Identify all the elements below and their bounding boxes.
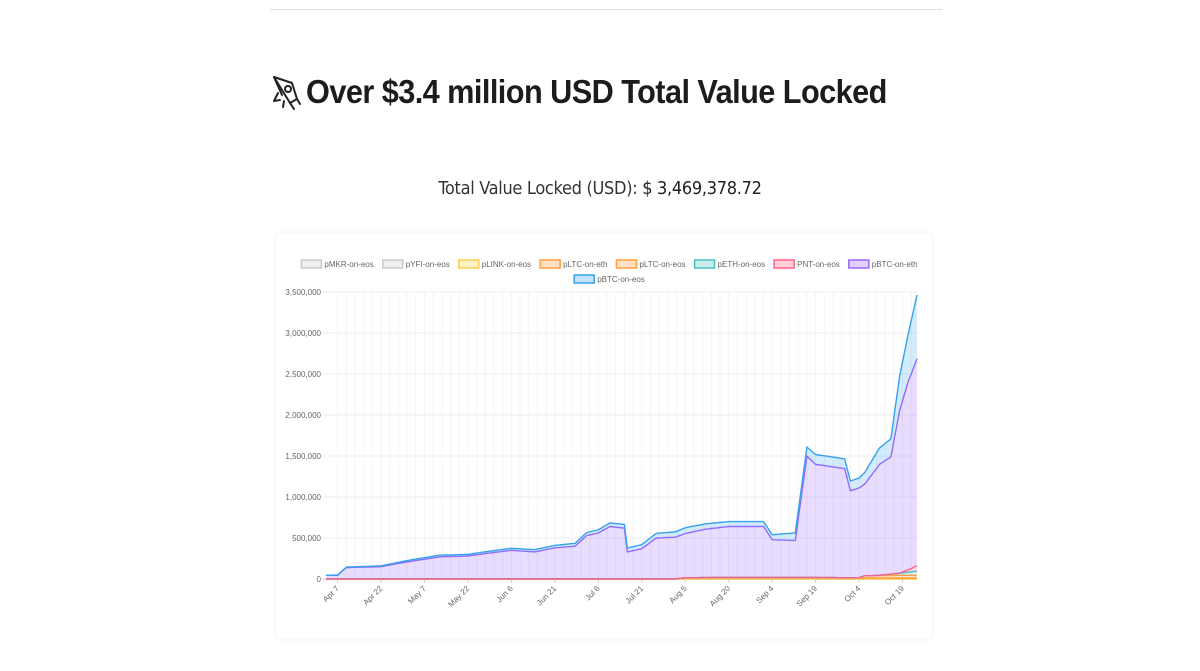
y-tick-label: 2,500,000 bbox=[285, 370, 321, 379]
legend-swatch-pbtc-on-eos bbox=[573, 274, 595, 284]
rocket-icon bbox=[273, 76, 301, 110]
tvl-label: Total Value Locked (USD): bbox=[438, 178, 638, 199]
x-tick-label: Oct 19 bbox=[883, 584, 906, 607]
y-tick-label: 1,000,000 bbox=[285, 493, 321, 502]
tvl-summary: Total Value Locked (USD): $ 3,469,378.72 bbox=[0, 178, 1200, 199]
x-tick-label: Jun 21 bbox=[535, 584, 559, 608]
series-line-pnt-on-eos bbox=[326, 564, 918, 580]
x-tick-label: Jul 21 bbox=[624, 584, 646, 606]
legend-label-pyfi-on-eos: pYFI-on-eos bbox=[406, 260, 450, 269]
x-tick-label: May 22 bbox=[446, 584, 471, 609]
y-tick-label: 3,000,000 bbox=[285, 329, 321, 338]
legend-swatch-pyfi-on-eos bbox=[382, 259, 404, 269]
x-tick-label: Jul 6 bbox=[583, 584, 602, 603]
legend-label-pbtc-on-eth: pBTC-on-eth bbox=[872, 260, 918, 269]
x-tick-label: Aug 5 bbox=[668, 584, 690, 606]
y-tick-label: 3,500,000 bbox=[285, 288, 321, 297]
top-divider bbox=[270, 9, 942, 10]
x-tick-label: Sep 4 bbox=[754, 584, 776, 606]
y-tick-label: 2,000,000 bbox=[285, 411, 321, 420]
legend-swatch-pmkr-on-eos bbox=[300, 259, 323, 269]
legend-label-peth-on-eos: pETH-on-eos bbox=[718, 260, 766, 269]
series-line-pbtc-on-eth bbox=[326, 358, 918, 576]
legend-swatch-pbtc-on-eth bbox=[848, 259, 870, 269]
tvl-chart: 0 500,000 1,000,000 1,500,000 2,000,000 2,500… bbox=[285, 259, 918, 609]
legend-swatch-pltc-on-eth bbox=[539, 259, 561, 269]
tvl-value: $ 3,469,378.72 bbox=[642, 178, 762, 199]
legend-swatch-peth-on-eos bbox=[693, 259, 716, 269]
area-pbtc-on-eth bbox=[326, 358, 917, 579]
section-heading: Over $3.4 million USD Total Value Locked bbox=[270, 70, 931, 114]
legend-label-plink-on-eos: pLINK-on-eos bbox=[482, 260, 531, 269]
legend-label-pltc-on-eos: pLTC-on-eos bbox=[639, 260, 685, 269]
x-tick-label: Jun 6 bbox=[495, 584, 516, 605]
legend-swatch-plink-on-eos bbox=[458, 259, 480, 269]
legend-swatch-pltc-on-eos bbox=[615, 259, 638, 269]
legend-label-pnt-on-eos: PNT-on-eos bbox=[797, 260, 840, 269]
y-tick-label: 500,000 bbox=[292, 534, 321, 543]
chart-card: 0 500,000 1,000,000 1,500,000 2,000,000 2,500… bbox=[276, 234, 932, 638]
y-tick-label: 0 bbox=[317, 575, 322, 584]
x-tick-label: May 7 bbox=[406, 584, 428, 606]
x-tick-label: Oct 4 bbox=[843, 584, 863, 604]
x-tick-label: Aug 20 bbox=[708, 584, 733, 609]
page-title: Over $3.4 million USD Total Value Locked bbox=[306, 73, 887, 110]
legend-label-pbtc-on-eos: pBTC-on-eos bbox=[597, 275, 645, 284]
legend-swatch-pnt-on-eos bbox=[773, 259, 795, 269]
x-tick-label: Apr 7 bbox=[321, 584, 341, 604]
series-line-pbtc-on-eos bbox=[326, 294, 918, 576]
x-tick-label: Sep 19 bbox=[795, 584, 820, 609]
legend-label-pltc-on-eth: pLTC-on-eth bbox=[563, 260, 607, 269]
legend-label-pmkr-on-eos: pMKR-on-eos bbox=[324, 260, 373, 269]
y-tick-label: 1,500,000 bbox=[285, 452, 321, 461]
x-tick-label: Apr 22 bbox=[361, 584, 384, 607]
